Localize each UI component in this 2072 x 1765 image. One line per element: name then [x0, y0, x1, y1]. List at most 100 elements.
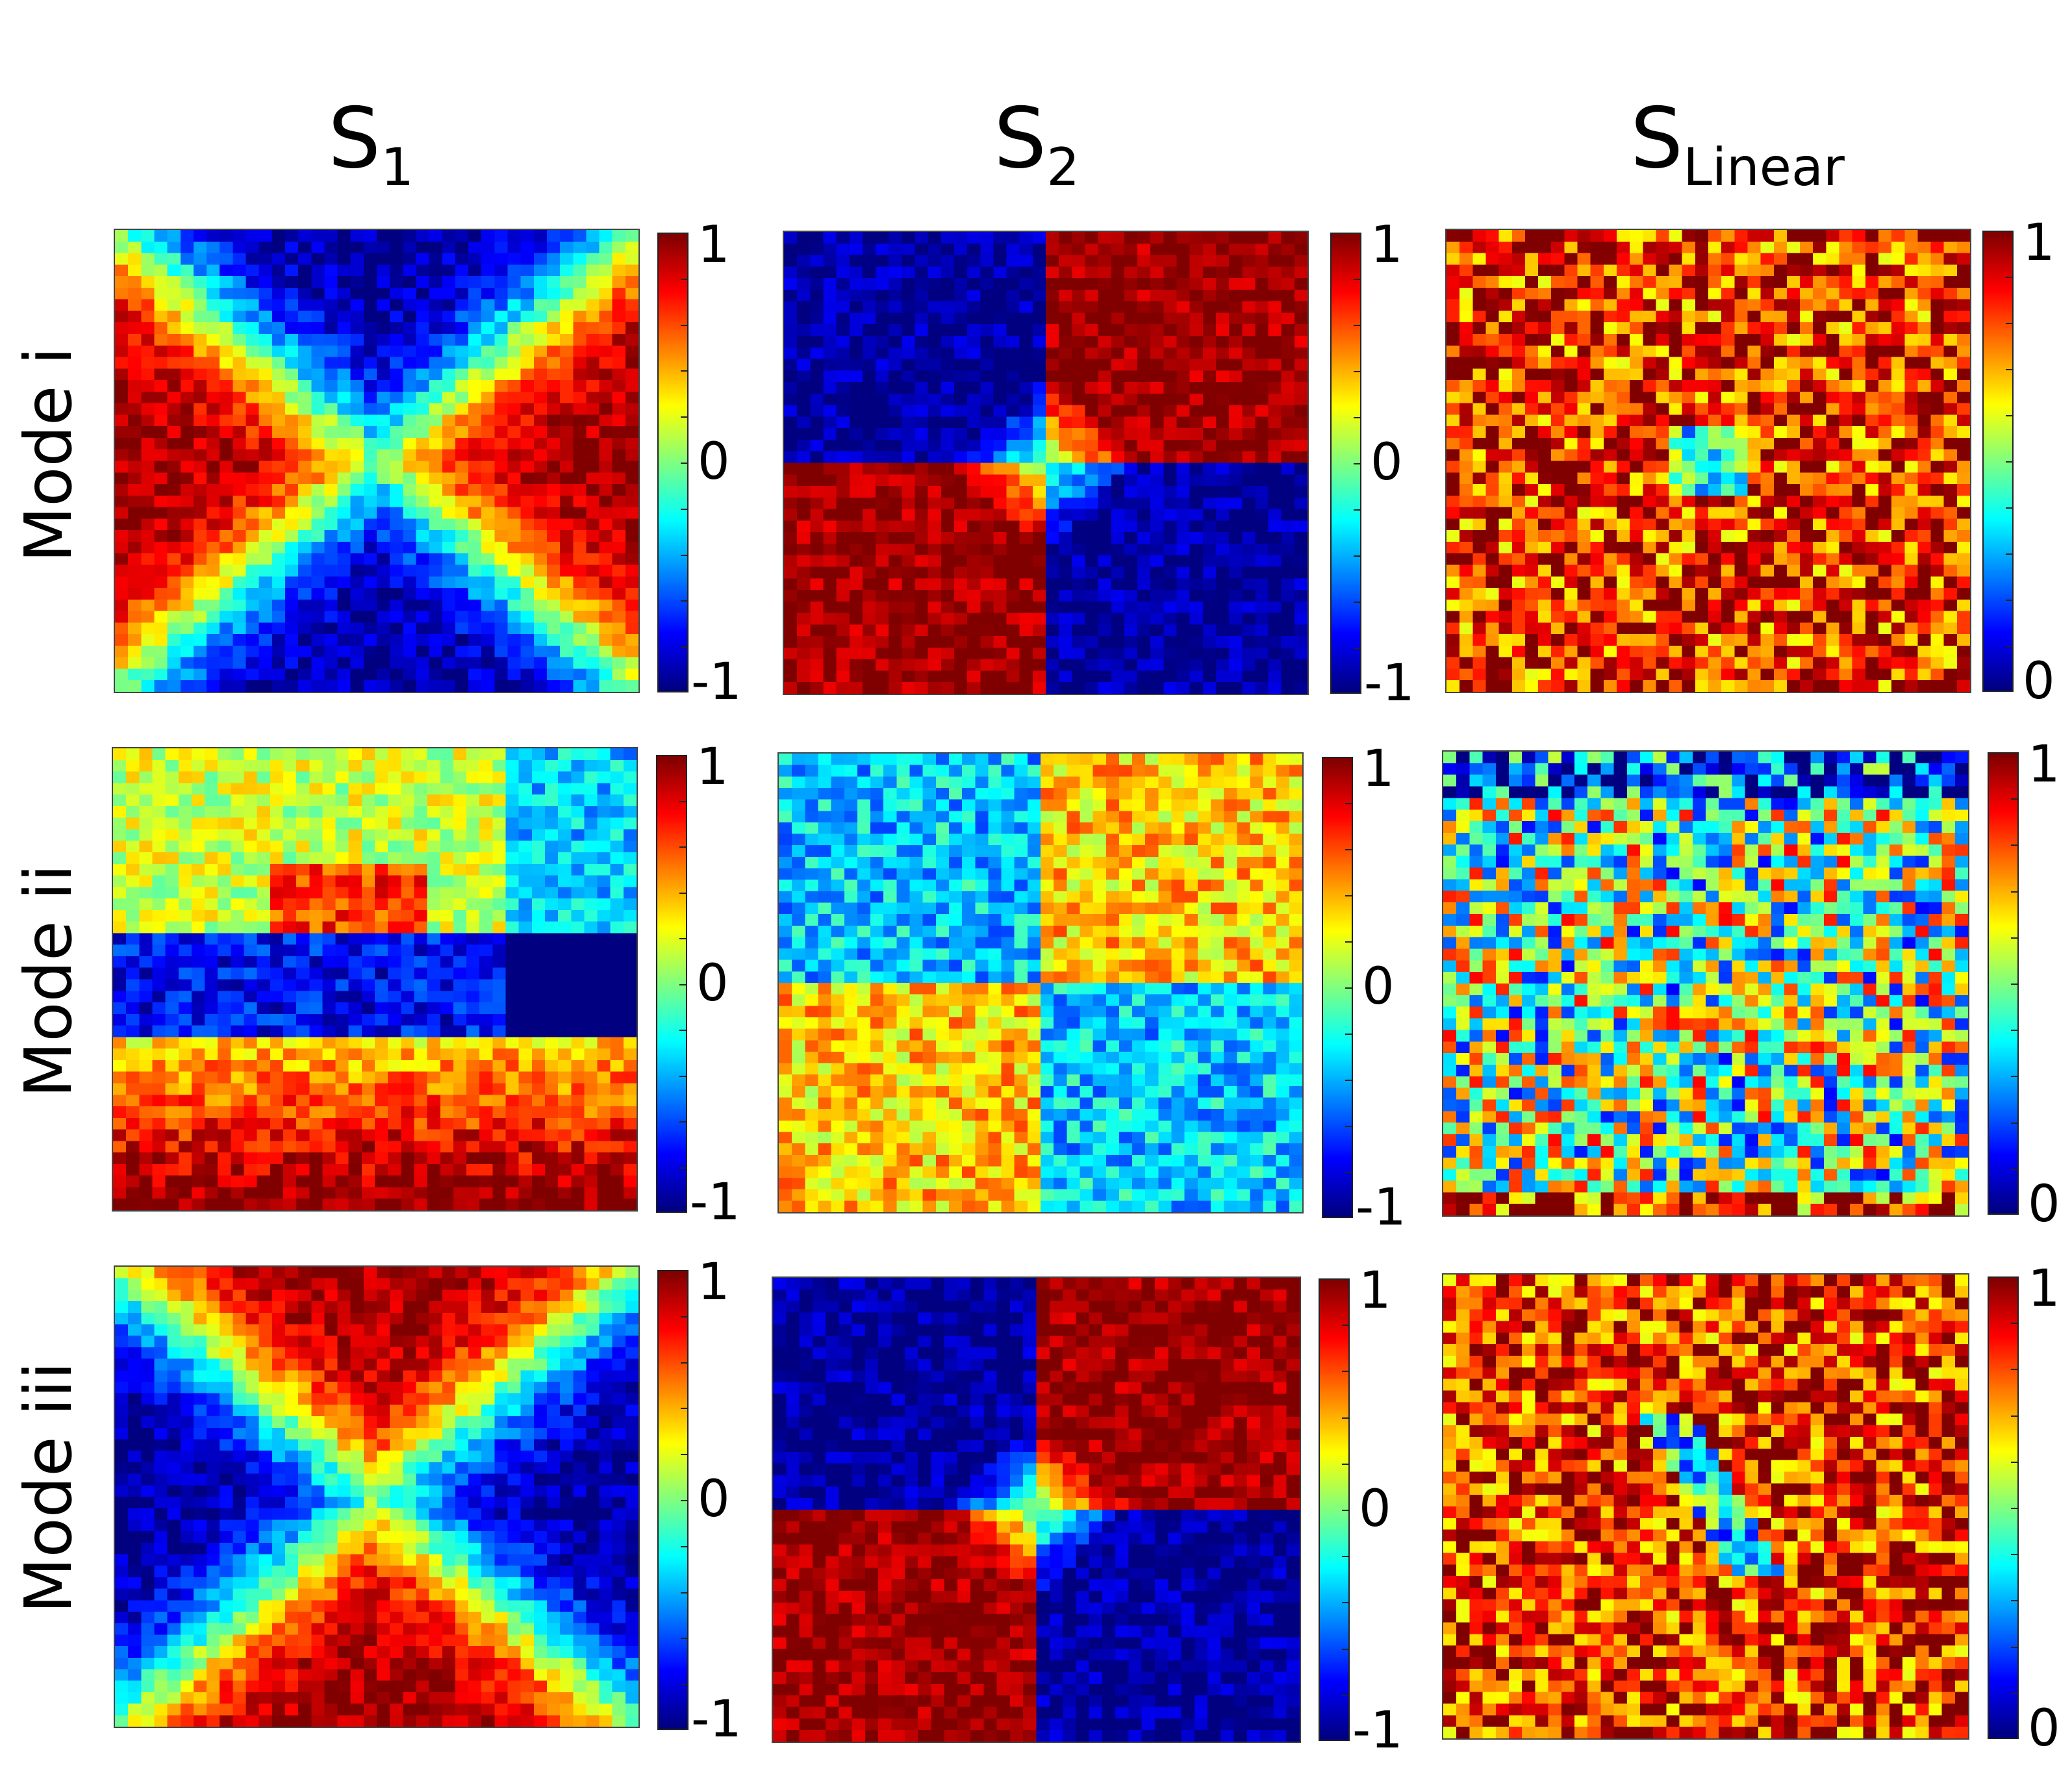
colorbar-tick-mark [1342, 1648, 1348, 1650]
colorbar-tick-mark [1345, 803, 1352, 804]
column-title-s2: S2 [994, 97, 1080, 194]
colorbar-tick-mark [1342, 1510, 1348, 1511]
colorbar-tick-label: 0 [2028, 1699, 2060, 1758]
colorbar-tick-mark [2006, 369, 2012, 370]
colorbar-tick-mark [679, 1030, 686, 1031]
colorbar-tick-mark [1345, 895, 1352, 896]
colorbar-tick-mark [2006, 415, 2012, 416]
colorbar-tick-mark [681, 1454, 687, 1456]
colorbar-tick-mark [681, 370, 687, 372]
colorbar-tick-label: -1 [691, 1690, 742, 1749]
colorbar-tick-mark [679, 1167, 686, 1169]
colorbar-tick-mark [1342, 1602, 1348, 1604]
colorbar-tick-label: -1 [690, 1173, 740, 1232]
colorbar-tick-label: 1 [2023, 214, 2055, 272]
colorbar-tick-mark [2011, 1030, 2017, 1032]
colorbar-tick-mark [1354, 463, 1360, 464]
colorbar-tick-mark [2011, 1600, 2017, 1602]
colorbar-tick-label: 0 [2028, 1175, 2060, 1234]
colorbar-tick-mark [681, 416, 687, 418]
colorbar-tick-label: 1 [1371, 216, 1403, 274]
colorbar-tick-mark [2011, 1415, 2017, 1417]
colorbar-tick-mark [1342, 1371, 1348, 1373]
colorbar-tick-label: 1 [1359, 1262, 1391, 1320]
colorbar-tick-mark [2006, 646, 2012, 647]
colorbar-tick-mark [681, 1362, 687, 1364]
colorbar-tick-label: 1 [2028, 1260, 2060, 1318]
heatmap-slinear-mode-ii [1442, 750, 1969, 1217]
colorbar-tick-mark [679, 1075, 686, 1077]
heatmap-s2-mode-iii [772, 1276, 1301, 1743]
colorbar-tick-label: 0 [696, 954, 729, 1013]
colorbar-tick-label: 0 [698, 433, 730, 491]
column-title-s1-sub: 1 [381, 137, 414, 197]
colorbar-tick-mark [2011, 1646, 2017, 1648]
colorbar-tick-mark [2011, 1122, 2017, 1124]
colorbar-tick-mark [679, 800, 686, 802]
colorbar-tick-mark [1342, 1463, 1348, 1465]
colorbar-tick-mark [679, 892, 686, 894]
colorbar-tick-label: 1 [698, 216, 730, 274]
colorbar-tick-label: 1 [698, 1253, 730, 1312]
colorbar-tick-mark [1354, 509, 1360, 511]
colorbar-tick-label: 1 [696, 738, 729, 796]
colorbar-tick-mark [1345, 1034, 1352, 1035]
colorbar-tick-label: 1 [2028, 735, 2060, 794]
colorbar-tick-mark [2006, 600, 2012, 601]
heatmap-s2-mode-ii-colorbar [1322, 757, 1353, 1218]
colorbar-tick-mark [1354, 648, 1360, 649]
colorbar-tick-mark [2011, 1461, 2017, 1463]
colorbar-tick-mark [681, 463, 687, 464]
row-title-mode-i: Mode i [10, 346, 86, 563]
colorbar-tick-mark [681, 646, 687, 648]
colorbar-tick-mark [679, 1121, 686, 1123]
colorbar-tick-mark [1354, 602, 1360, 603]
heatmap-s2-mode-i [783, 231, 1309, 695]
colorbar-tick-mark [1345, 1080, 1352, 1081]
colorbar-tick-label: -1 [1364, 654, 1415, 713]
colorbar-tick-mark [1345, 1126, 1352, 1127]
colorbar-tick-mark [1354, 417, 1360, 418]
column-title-s1: S1 [328, 97, 414, 194]
colorbar-tick-mark [2006, 277, 2012, 278]
colorbar-tick-mark [2011, 844, 2017, 846]
heatmap-s1-mode-iii-colorbar [657, 1270, 689, 1730]
colorbar-tick-mark [2006, 323, 2012, 324]
colorbar-tick-mark [681, 508, 687, 510]
colorbar-tick-mark [2011, 1076, 2017, 1078]
colorbar-tick-mark [2011, 1323, 2017, 1325]
colorbar-tick-mark [2011, 1168, 2017, 1170]
colorbar-tick-label: 0 [1362, 958, 1395, 1016]
colorbar-tick-mark [2011, 798, 2017, 800]
heatmap-slinear-mode-i [1445, 229, 1971, 693]
colorbar-tick-mark [1342, 1325, 1348, 1327]
colorbar-tick-mark [681, 1684, 687, 1686]
colorbar-tick-mark [1345, 941, 1352, 943]
colorbar-tick-label: -1 [691, 653, 742, 711]
colorbar-tick-mark [681, 278, 687, 280]
colorbar-tick-mark [2011, 937, 2017, 939]
colorbar-tick-label: 0 [1359, 1480, 1391, 1538]
colorbar-tick-mark [681, 600, 687, 602]
colorbar-tick-label: -1 [1356, 1178, 1406, 1237]
colorbar-tick-mark [2011, 891, 2017, 893]
colorbar-tick-label: 1 [1362, 740, 1395, 798]
colorbar-tick-mark [2011, 1692, 2017, 1694]
heatmap-slinear-mode-iii [1442, 1273, 1969, 1740]
colorbar-tick-mark [2011, 1508, 2017, 1509]
colorbar-tick-mark [681, 1638, 687, 1640]
colorbar-tick-mark [679, 846, 686, 848]
column-title-slinear: SLinear [1630, 97, 1845, 194]
colorbar-tick-mark [2011, 984, 2017, 985]
colorbar-tick-mark [1342, 1694, 1348, 1696]
colorbar-tick-mark [1354, 371, 1360, 372]
heatmap-s2-mode-ii [777, 752, 1304, 1213]
colorbar-tick-label: 0 [1371, 433, 1403, 492]
colorbar-tick-label: 0 [2023, 652, 2055, 711]
column-title-slinear-main: S [1630, 90, 1684, 187]
colorbar-tick-mark [1345, 1172, 1352, 1173]
colorbar-tick-mark [2006, 461, 2012, 463]
column-title-s1-main: S [328, 90, 381, 187]
colorbar-tick-mark [681, 1545, 687, 1547]
colorbar-tick-mark [679, 938, 686, 939]
